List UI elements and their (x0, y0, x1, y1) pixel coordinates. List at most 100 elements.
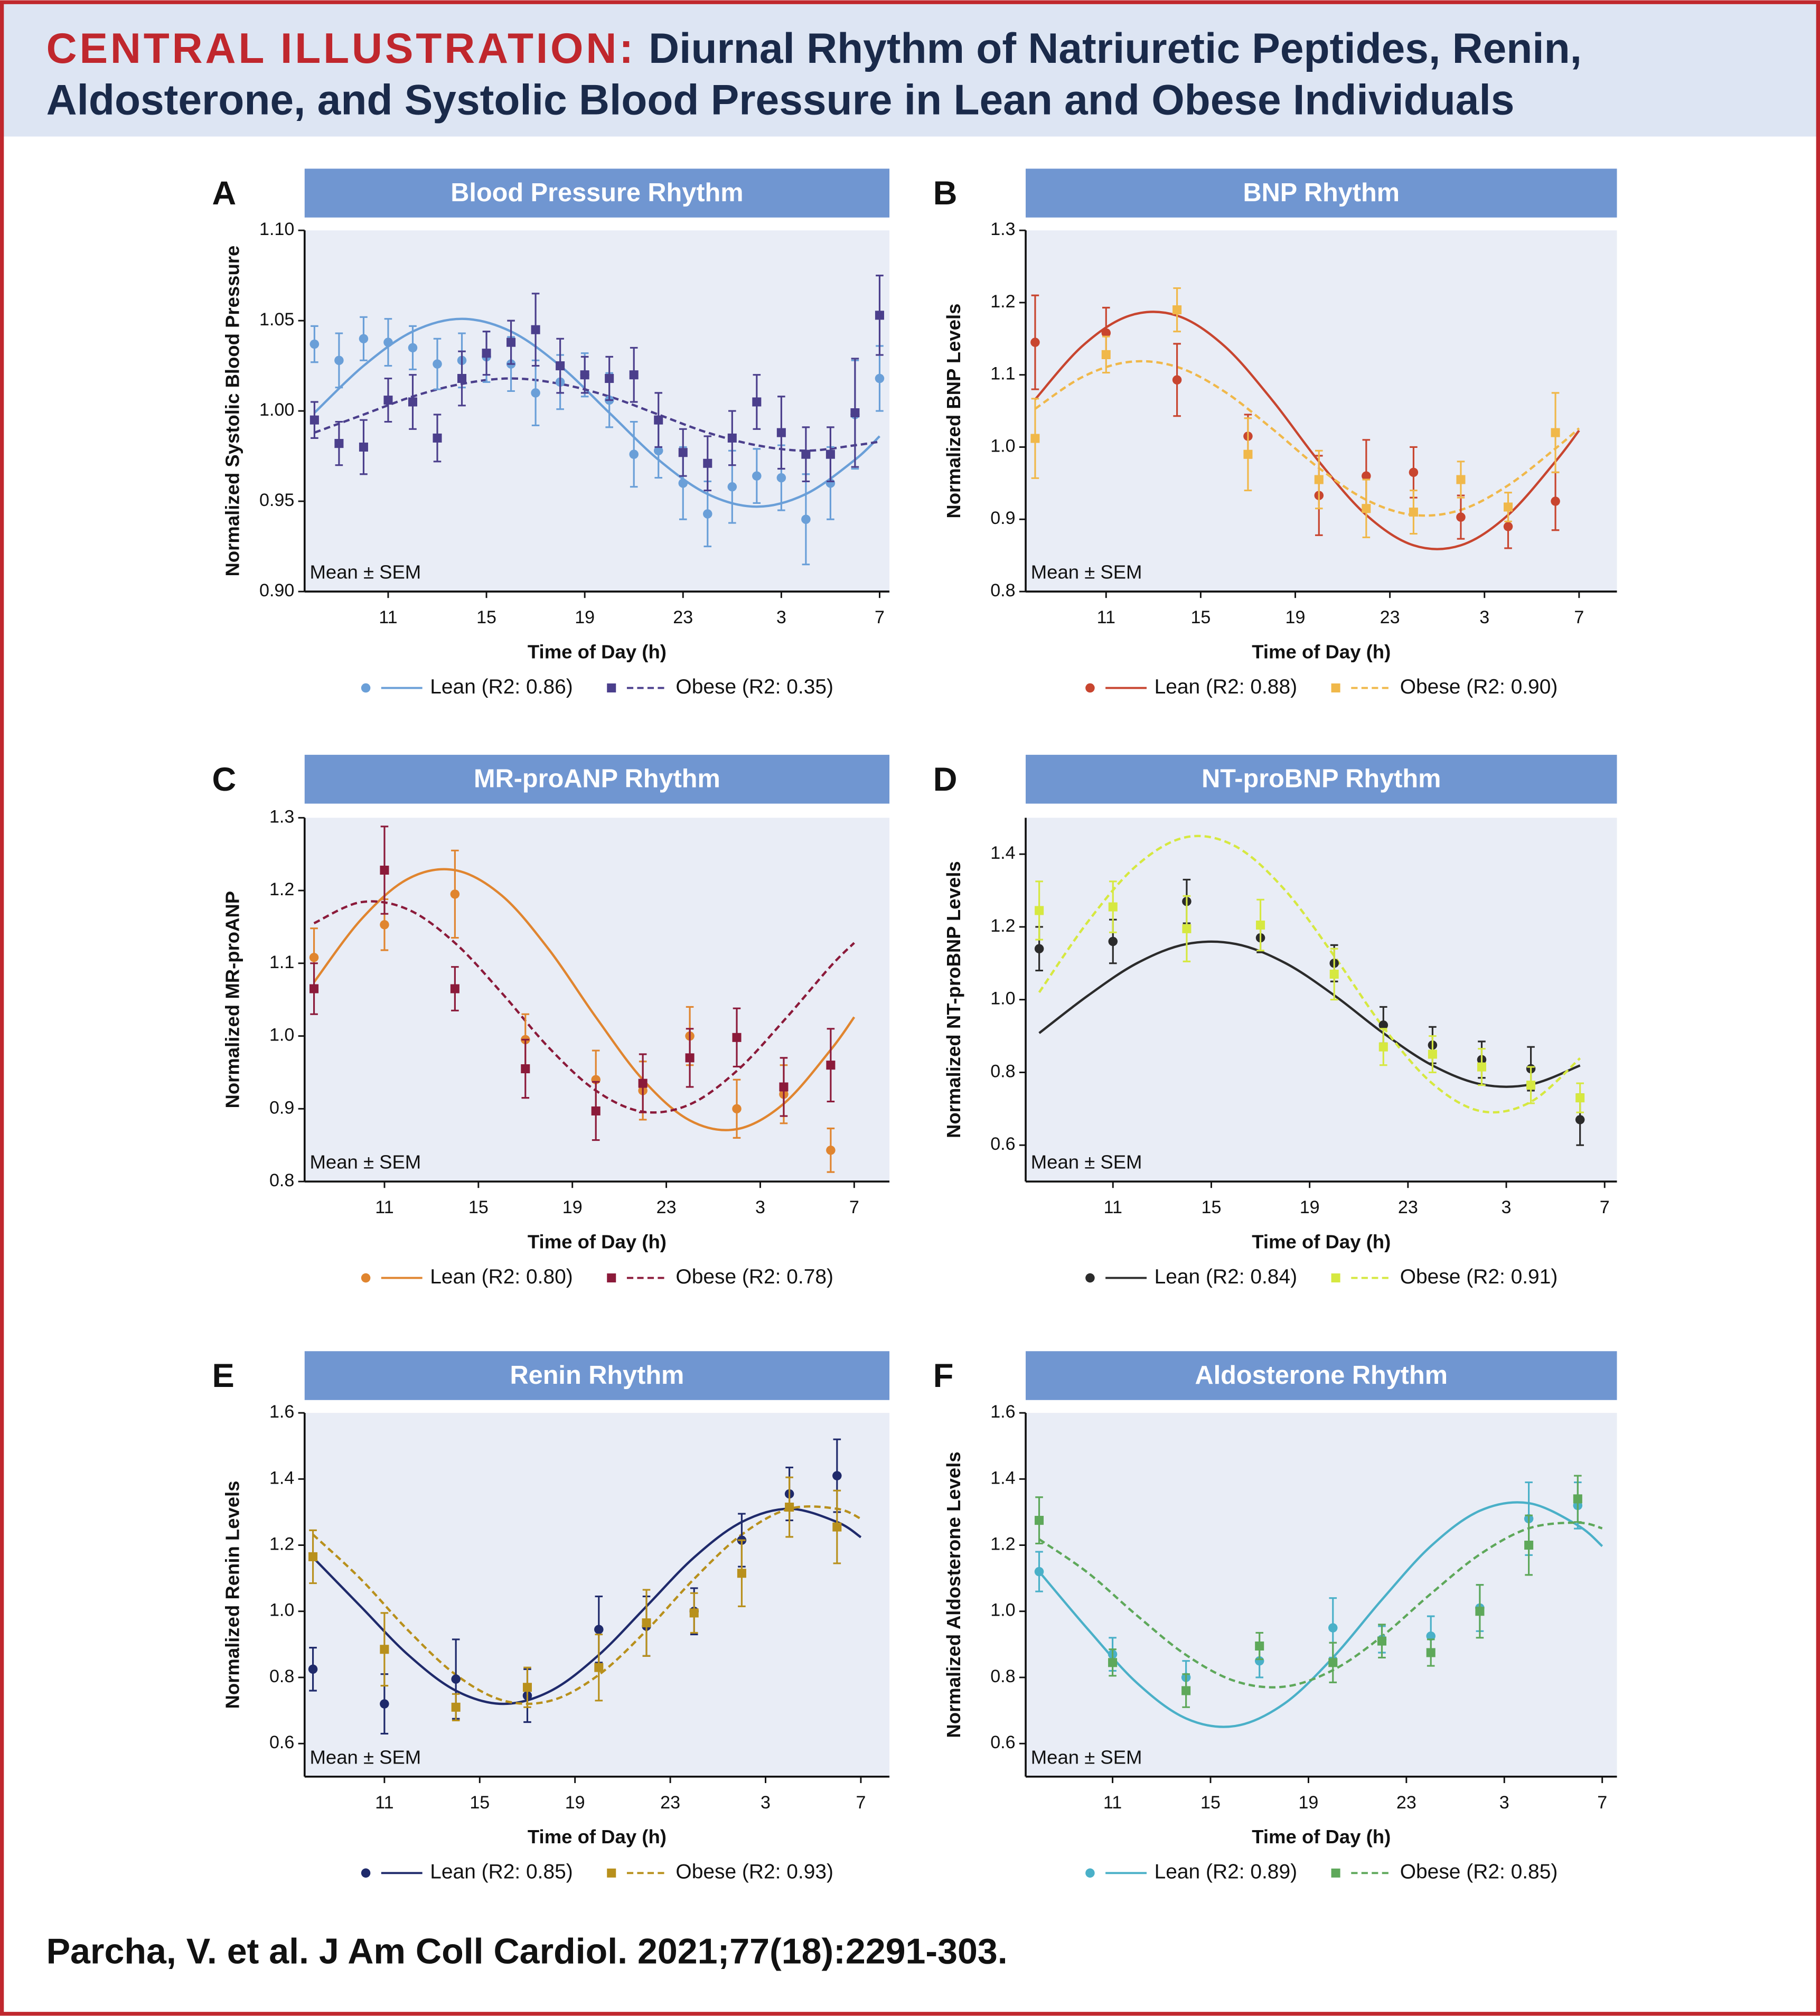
square-marker (607, 1868, 616, 1878)
circle-marker (629, 449, 639, 459)
legend-label: Obese (R2: 0.35) (676, 676, 833, 698)
y-tick-label: 0.8 (990, 580, 1015, 601)
square-marker (1426, 1648, 1436, 1657)
square-marker (408, 397, 417, 407)
y-tick-label: 1.0 (990, 989, 1015, 1009)
y-axis-label: Normalized BNP Levels (943, 304, 964, 519)
x-axis-label: Time of Day (h) (1252, 641, 1391, 662)
square-marker (1331, 1868, 1340, 1878)
x-tick-label: 19 (1300, 1197, 1320, 1217)
square-marker (678, 448, 688, 457)
circle-marker (450, 889, 460, 899)
x-tick-label: 3 (776, 607, 786, 627)
square-marker (308, 1552, 318, 1561)
circle-marker (1551, 496, 1560, 506)
y-tick-label: 1.3 (269, 807, 294, 827)
x-tick-label: 7 (1597, 1793, 1607, 1813)
plot-background (1026, 230, 1617, 592)
square-marker (1030, 434, 1040, 443)
x-tick-label: 23 (1398, 1197, 1418, 1217)
circle-marker (408, 343, 418, 353)
legend-label: Obese (R2: 0.93) (676, 1861, 833, 1883)
circle-marker (380, 920, 389, 930)
y-tick-label: 1.0 (269, 1600, 294, 1620)
panel-letter: C (212, 761, 237, 798)
square-marker (1331, 683, 1340, 693)
square-marker (605, 374, 614, 383)
square-marker (521, 1064, 530, 1074)
annotation: Mean ± SEM (1031, 561, 1142, 583)
legend: Lean (R2: 0.85) Obese (R2: 0.93) (361, 1861, 833, 1883)
circle-marker (653, 446, 663, 456)
circle-marker (531, 388, 540, 398)
y-tick-label: 1.0 (269, 1025, 294, 1045)
circle-marker (727, 482, 737, 492)
panel-title-bar (304, 168, 890, 218)
legend-label: Obese (R2: 0.78) (676, 1265, 833, 1288)
x-tick-label: 7 (849, 1197, 859, 1217)
legend: Lean (R2: 0.89) Obese (R2: 0.85) (1085, 1861, 1558, 1883)
legend: Lean (R2: 0.86) Obese (R2: 0.35) (361, 676, 833, 698)
x-tick-label: 11 (1097, 607, 1115, 627)
panel-letter: D (933, 761, 958, 798)
circle-marker (678, 479, 688, 488)
square-marker (607, 683, 616, 693)
square-marker (309, 984, 319, 993)
x-tick-label: 3 (755, 1197, 765, 1217)
panel-letter: F (933, 1357, 954, 1394)
square-marker (638, 1079, 648, 1088)
y-tick-label: 1.05 (259, 310, 294, 330)
annotation: Mean ± SEM (310, 1151, 421, 1173)
square-marker (380, 865, 389, 875)
panel-title-bar (1026, 168, 1617, 218)
square-marker (1573, 1494, 1582, 1504)
x-tick-label: 11 (375, 1197, 393, 1217)
square-marker (801, 449, 811, 459)
fit-curve (1038, 834, 1581, 1114)
y-tick-label: 1.10 (259, 219, 294, 239)
square-marker (1255, 1641, 1264, 1651)
fit-curve (1034, 360, 1580, 517)
y-tick-label: 0.95 (259, 490, 294, 510)
x-axis-label: Time of Day (h) (528, 1826, 667, 1848)
legend: Lean (R2: 0.84) Obese (R2: 0.91) (1085, 1265, 1558, 1288)
x-tick-label: 15 (470, 1793, 490, 1813)
circle-marker (1409, 467, 1419, 477)
x-tick-label: 11 (1103, 1793, 1122, 1813)
y-tick-label: 0.9 (269, 1098, 294, 1118)
legend-label: Lean (R2: 0.85) (430, 1861, 573, 1883)
legend: Lean (R2: 0.80) Obese (R2: 0.78) (361, 1265, 833, 1288)
y-axis-label: Normalized Systolic Blood Pressure (222, 246, 243, 577)
fit-curve (313, 868, 856, 1131)
square-marker (1035, 906, 1044, 915)
panel-title-bar (304, 755, 890, 804)
square-marker (607, 1273, 616, 1283)
square-marker (1243, 449, 1253, 459)
square-marker (594, 1663, 604, 1672)
legend-label: Lean (R2: 0.86) (430, 676, 573, 698)
y-tick-label: 1.2 (269, 1534, 294, 1554)
y-axis-label: Normalized Renin Levels (222, 1480, 243, 1709)
circle-marker (1030, 337, 1040, 347)
square-marker (1526, 1081, 1536, 1090)
square-marker (654, 415, 663, 425)
panel-letter: B (933, 175, 958, 212)
y-tick-label: 1.2 (990, 916, 1015, 936)
x-tick-label: 23 (656, 1197, 677, 1217)
x-tick-label: 15 (1190, 607, 1211, 627)
legend-label: Obese (R2: 0.91) (1400, 1265, 1558, 1288)
square-marker (1378, 1042, 1388, 1052)
square-marker (703, 458, 712, 468)
y-tick-label: 1.2 (990, 1534, 1015, 1554)
circle-marker (361, 1868, 371, 1878)
legend-label: Lean (R2: 0.80) (430, 1265, 573, 1288)
square-marker (457, 374, 467, 383)
circle-marker (875, 373, 885, 383)
plot-background (304, 1413, 890, 1777)
square-marker (1331, 1273, 1340, 1283)
annotation: Mean ± SEM (1031, 1746, 1142, 1768)
circle-marker (1101, 328, 1111, 338)
